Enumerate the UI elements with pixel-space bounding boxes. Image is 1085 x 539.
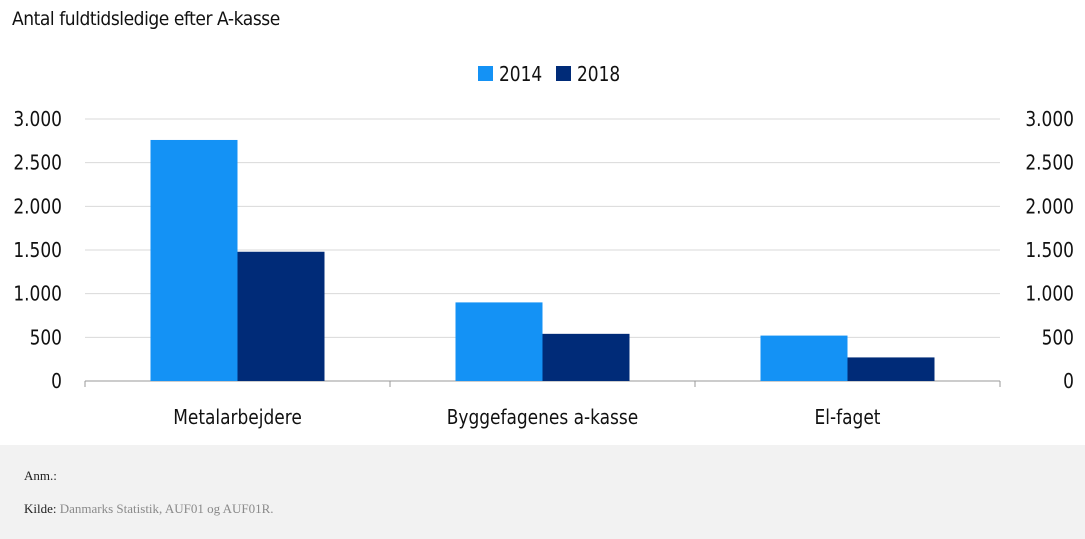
y-tick-label-right: 2.500 — [1025, 152, 1074, 175]
source-label: Kilde: — [24, 501, 57, 516]
bar-2018 — [237, 251, 325, 381]
y-tick-label-left: 0 — [51, 371, 62, 394]
legend-label: 2018 — [577, 64, 620, 87]
note-label: Anm.: — [24, 468, 57, 483]
y-tick-label-right: 0 — [1063, 371, 1074, 394]
source-line: Kilde: Danmarks Statistik, AUF01 og AUF0… — [24, 501, 274, 517]
y-tick-label-left: 500 — [30, 327, 62, 350]
bar-2014 — [150, 139, 238, 381]
y-tick-label-right: 500 — [1042, 327, 1074, 350]
y-tick-label-right: 3.000 — [1025, 109, 1074, 132]
x-category-label: Byggefagenes a-kasse — [447, 407, 638, 430]
legend-swatch-2018 — [556, 66, 571, 81]
y-tick-label-left: 2.500 — [13, 152, 62, 175]
legend-swatch-2014 — [478, 66, 493, 81]
chart-title: Antal fuldtidsledige efter A-kasse — [12, 8, 280, 30]
x-category-label: Metalarbejdere — [173, 407, 302, 430]
bar-2014 — [455, 302, 543, 381]
y-tick-label-left: 1.000 — [13, 283, 62, 306]
bar-2014 — [760, 335, 848, 381]
bar-2018 — [542, 333, 630, 381]
y-tick-label-right: 1.500 — [1025, 240, 1074, 263]
chart-footer: Anm.: Kilde: Danmarks Statistik, AUF01 o… — [0, 445, 1085, 539]
y-tick-label-left: 3.000 — [13, 109, 62, 132]
y-tick-label-right: 1.000 — [1025, 283, 1074, 306]
source-value: Danmarks Statistik, AUF01 og AUF01R. — [59, 501, 274, 516]
bar-chart: 0 0 500 500 1.000 1.000 1.500 1.500 2.000 2.000 2.… — [13, 64, 1074, 430]
y-tick-label-left: 2.000 — [13, 196, 62, 219]
y-tick-label-left: 1.500 — [13, 240, 62, 263]
y-tick-label-right: 2.000 — [1025, 196, 1074, 219]
legend-label: 2014 — [499, 64, 542, 87]
bar-2018 — [847, 357, 935, 381]
x-category-label: El-faget — [815, 407, 881, 430]
